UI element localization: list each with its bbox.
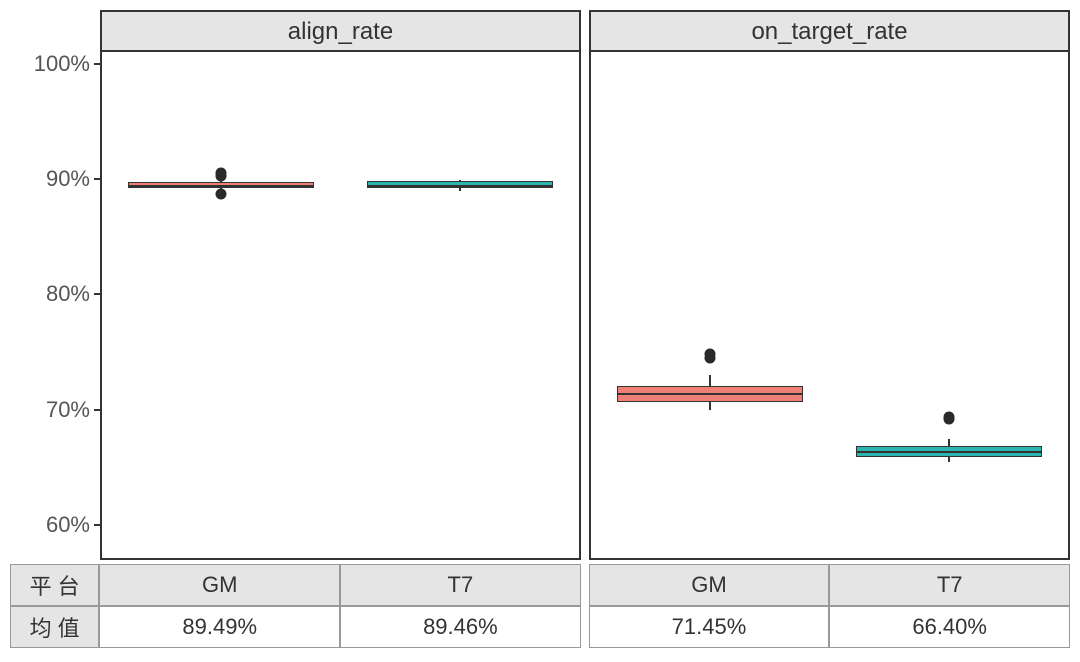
y-tick-mark (94, 409, 100, 411)
y-tick-mark (94, 63, 100, 65)
whisker (948, 439, 950, 446)
y-tick-label: 90% (46, 166, 90, 192)
summary-header-T7: T7 (829, 564, 1070, 606)
summary-value: 66.40% (829, 606, 1070, 648)
panels-row: align_rate on_target_rate (100, 10, 1070, 560)
outlier-point (705, 349, 716, 360)
summary-table: 平台GMT7GMT7均值89.49%89.46%71.45%66.40% (10, 564, 1070, 648)
box-median (857, 451, 1041, 453)
box-T7 (856, 446, 1042, 458)
summary-row-label: 平台 (10, 564, 99, 606)
summary-row-values: 均值89.49%89.46%71.45%66.40% (10, 606, 1070, 648)
panel-body (102, 52, 579, 558)
summary-header-T7: T7 (340, 564, 581, 606)
panel-body (591, 52, 1068, 558)
whisker (459, 188, 461, 190)
y-tick-mark (94, 178, 100, 180)
summary-gap (581, 564, 589, 606)
boxplot-chart: 60% 70% 80% 90% 100% align_rate on_target_rat… (10, 10, 1070, 652)
summary-row-label: 均值 (10, 606, 99, 648)
y-tick-label: 80% (46, 281, 90, 307)
box-median (129, 185, 313, 187)
whisker (709, 375, 711, 385)
summary-value: 89.46% (340, 606, 581, 648)
panel-align_rate: align_rate (100, 10, 581, 560)
box-median (618, 393, 802, 395)
summary-header-GM: GM (99, 564, 340, 606)
panel-header: on_target_rate (591, 12, 1068, 52)
outlier-point (216, 168, 227, 179)
box-GM (617, 386, 803, 402)
whisker (948, 457, 950, 462)
box-T7 (367, 181, 553, 188)
summary-value: 89.49% (99, 606, 340, 648)
y-tick-label: 60% (46, 512, 90, 538)
outlier-point (216, 189, 227, 200)
y-tick-mark (94, 293, 100, 295)
summary-header-GM: GM (589, 564, 830, 606)
y-tick-mark (94, 524, 100, 526)
outlier-point (943, 411, 954, 422)
summary-row-header: 平台GMT7GMT7 (10, 564, 1070, 606)
summary-gap (581, 606, 589, 648)
panel-header: align_rate (102, 12, 579, 52)
y-tick-label: 70% (46, 397, 90, 423)
box-GM (128, 182, 314, 188)
panel-on_target_rate: on_target_rate (589, 10, 1070, 560)
box-median (368, 185, 552, 187)
y-axis: 60% 70% 80% 90% 100% (10, 10, 100, 560)
summary-value: 71.45% (589, 606, 830, 648)
y-tick-label: 100% (34, 51, 90, 77)
whisker (709, 402, 711, 410)
